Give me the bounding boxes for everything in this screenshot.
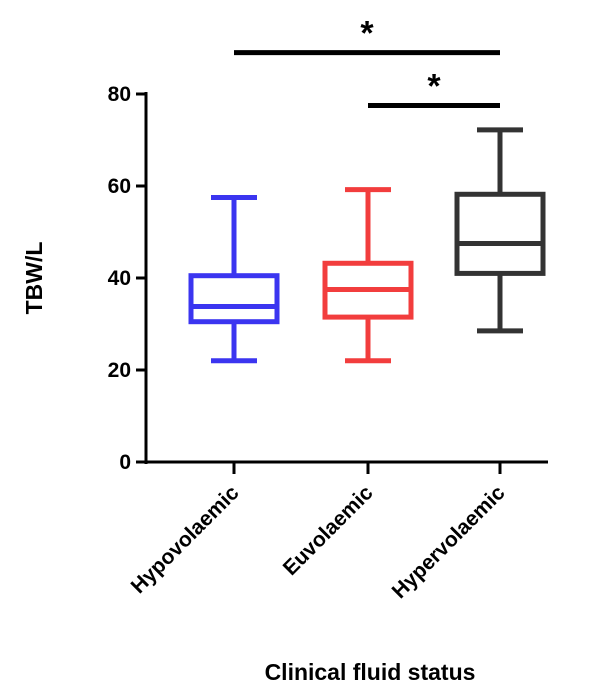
x-tick-label: Hypervolaemic [388,481,510,603]
y-tick-label: 80 [108,83,131,106]
x-tick-label: Hypovolaemic [127,481,244,598]
x-tick-label: Euvolaemic [279,481,378,580]
y-tick-label: 60 [108,175,131,198]
axes: 0 20 40 60 80 Hypovolaemic Euvolaemic Hypervola… [108,83,548,603]
y-tick-label: 40 [108,267,131,290]
y-axis-title: TBW/L [21,242,47,315]
iqr-box [188,273,280,325]
significance-star: * [360,15,374,53]
box-hypervolaemic [454,127,546,334]
box-hypovolaemic [188,195,280,364]
y-tick-label: 20 [108,359,131,382]
y-tick-label: 0 [119,451,131,474]
significance-brackets: ** [234,15,500,108]
iqr-box [454,191,546,276]
boxes [188,127,546,364]
box-euvolaemic [322,187,414,364]
significance-star: * [427,68,441,106]
x-axis-title: Clinical fluid status [265,659,476,685]
